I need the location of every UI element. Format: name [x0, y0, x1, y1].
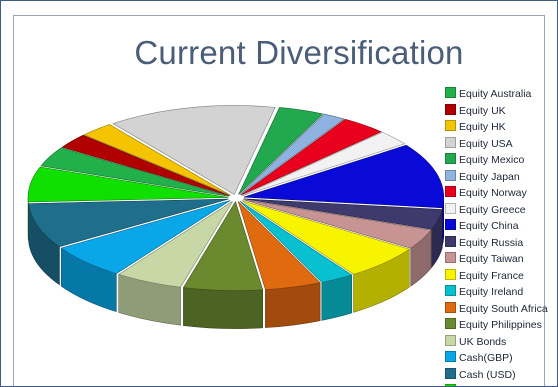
legend-label: Equity France: [459, 269, 524, 282]
pie-slice: Equity HK: [83, 124, 231, 196]
legend-swatch: [445, 202, 456, 214]
pie-slice: Equity UK: [61, 134, 230, 197]
pie-slice: Equity Greece: [241, 131, 406, 196]
legend-item: Cash(CHF): [445, 383, 557, 386]
legend-swatch: [445, 285, 456, 296]
legend-item: Equity Taiwan: [445, 251, 557, 268]
legend-label: Cash(CHF): [459, 385, 512, 386]
chart-legend: Equity Australia Equity UK Equity HK Equity…: [445, 86, 557, 386]
pie-slice: Equity China: [243, 144, 444, 209]
legend-swatch: [445, 334, 456, 346]
legend-item: Equity UK: [445, 103, 557, 120]
legend-label: Equity Ireland: [459, 286, 524, 298]
legend-item: Equity China: [445, 218, 557, 235]
chart-area: Current Diversification Equity Australia…: [13, 15, 548, 386]
legend-swatch: [445, 268, 456, 280]
legend-label: Equity Mexico: [459, 154, 525, 166]
pie-slice: Equity Russia: [243, 198, 443, 230]
legend-item: UK Bonds: [445, 334, 557, 351]
legend-swatch: [445, 136, 456, 148]
pie-slice: Equity South Africa: [237, 201, 321, 290]
pie-slice: Equity France: [241, 200, 410, 275]
legend-label: Equity Japan: [459, 170, 520, 183]
legend-item: Equity Norway: [445, 185, 557, 202]
legend-item: Equity USA: [445, 136, 557, 153]
pie-slice: Equity Norway: [240, 118, 382, 196]
legend-swatch: [445, 186, 456, 197]
legend-item: Equity Japan: [445, 169, 557, 186]
pie-slice: Cash (USD): [28, 198, 229, 248]
legend-swatch: [445, 351, 456, 362]
legend-label: Equity Russia: [459, 236, 524, 249]
legend-label: Cash(GBP): [459, 352, 513, 364]
legend-swatch: [445, 235, 456, 247]
legend-label: Equity Philippines: [459, 319, 542, 331]
legend-swatch: [445, 252, 456, 263]
legend-item: Cash(GBP): [445, 350, 557, 367]
legend-swatch: [445, 169, 456, 181]
legend-item: Equity Russia: [445, 235, 557, 252]
pie-slice: Cash(CHF): [27, 166, 229, 203]
pie-slice-side: [265, 282, 321, 328]
legend-label: UK Bonds: [459, 335, 507, 348]
pie-sides: [27, 197, 444, 329]
legend-item: Equity Mexico: [445, 152, 557, 169]
pie-slice-side: [183, 287, 263, 329]
legend-swatch: [445, 367, 456, 379]
legend-swatch: [445, 301, 456, 313]
legend-item: Equity Australia: [445, 86, 557, 103]
pie-slice: Equity Japan: [239, 113, 345, 196]
legend-label: Equity HK: [459, 121, 506, 133]
legend-swatch: [445, 103, 456, 115]
pie-slice: Cash(GBP): [60, 200, 231, 274]
legend-swatch: [445, 153, 456, 164]
legend-label: Equity Taiwan: [459, 253, 524, 265]
legend-label: Equity China: [459, 220, 519, 232]
legend-item: Cash (USD): [445, 367, 557, 384]
legend-label: Cash (USD): [459, 368, 516, 381]
pie-slice: Equity USA: [112, 105, 276, 195]
legend-item: Equity HK: [445, 119, 557, 136]
legend-label: Equity USA: [459, 137, 513, 150]
legend-swatch: [445, 87, 456, 98]
pie-slice: Equity Mexico: [238, 107, 324, 195]
chart-title: Current Diversification: [134, 34, 464, 71]
legend-item: Equity Ireland: [445, 284, 557, 301]
legend-swatch: [445, 384, 456, 386]
pie-slice: Equity Australia: [40, 147, 229, 197]
legend-item: Equity Greece: [445, 202, 557, 219]
legend-item: Equity South Africa: [445, 301, 557, 318]
legend-swatch: [445, 120, 456, 131]
pie-slice: Equity Philippines: [182, 200, 264, 291]
pie-slice: Equity Taiwan: [243, 199, 432, 249]
legend-item: Equity France: [445, 268, 557, 285]
legend-item: Equity Philippines: [445, 317, 557, 334]
legend-label: Equity Norway: [459, 187, 527, 199]
legend-label: Equity UK: [459, 104, 506, 117]
pie-slice: Equity Ireland: [239, 200, 353, 283]
legend-swatch: [445, 318, 456, 329]
legend-label: Equity South Africa: [459, 302, 548, 315]
pie-slice: UK Bonds: [117, 201, 233, 288]
legend-label: Equity Australia: [459, 88, 532, 100]
pie-slice-side: [321, 274, 353, 321]
legend-label: Equity Greece: [459, 203, 526, 216]
legend-swatch: [445, 219, 456, 230]
